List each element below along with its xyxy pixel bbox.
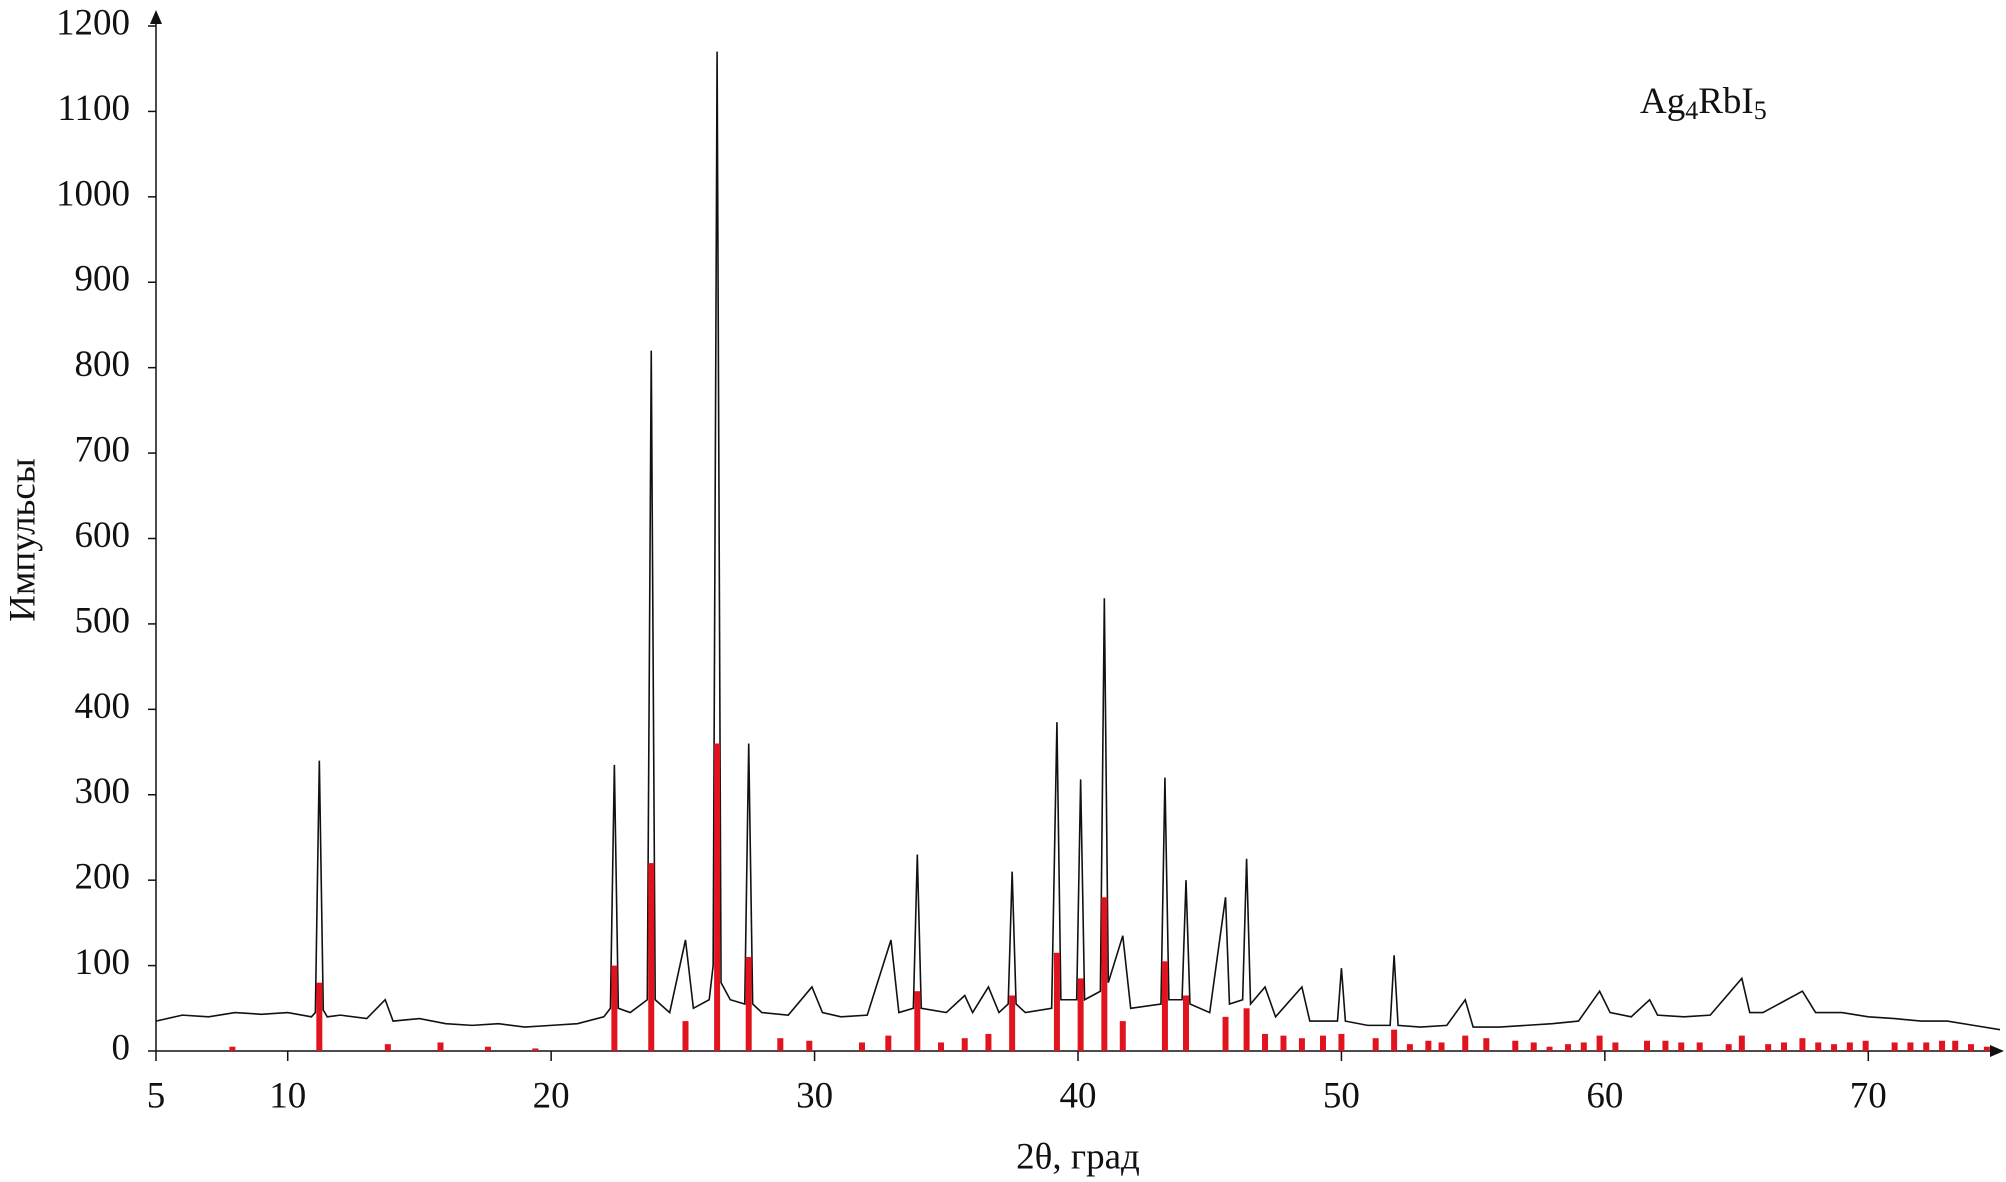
reference-stick [1580, 1042, 1587, 1051]
reference-stick [1891, 1042, 1898, 1051]
y-tick-label: 600 [75, 515, 131, 556]
reference-stick [1338, 1033, 1345, 1051]
reference-stick [1262, 1033, 1269, 1051]
y-tick-label: 700 [75, 430, 131, 471]
annotation-part: RbI [1698, 81, 1754, 122]
reference-stick [1372, 1038, 1379, 1051]
reference-stick [1738, 1035, 1745, 1051]
reference-stick [384, 1044, 391, 1051]
reference-stick [1425, 1040, 1432, 1051]
reference-stick [1765, 1044, 1772, 1051]
reference-stick [938, 1042, 945, 1051]
reference-stick [1862, 1040, 1869, 1051]
y-tick-label: 1000 [56, 173, 130, 214]
reference-stick [1596, 1035, 1603, 1051]
reference-stick [229, 1046, 236, 1051]
reference-stick [1815, 1042, 1822, 1051]
reference-stick [1222, 1016, 1229, 1051]
y-axis-label: Импульсы [2, 458, 43, 621]
x-tick-label: 5 [147, 1075, 166, 1116]
y-tick-label: 0 [112, 1027, 131, 1068]
reference-stick [1438, 1042, 1445, 1051]
reference-stick [1923, 1042, 1930, 1051]
reference-stick [1391, 1029, 1398, 1051]
reference-stick [1119, 1021, 1126, 1051]
reference-stick [682, 1021, 689, 1051]
x-tick-label: 50 [1323, 1075, 1360, 1116]
reference-stick [1799, 1038, 1806, 1051]
y-tick-label: 800 [75, 344, 131, 385]
x-axis-label: 2θ, град [1016, 1136, 1140, 1177]
reference-stick [648, 863, 655, 1051]
reference-stick [985, 1033, 992, 1051]
y-tick-label: 300 [75, 771, 131, 812]
reference-stick [1725, 1044, 1732, 1051]
reference-stick [316, 982, 323, 1051]
y-tick-label: 500 [75, 600, 131, 641]
annotation-part: Ag [1640, 81, 1685, 122]
reference-stick [1846, 1042, 1853, 1051]
reference-stick [745, 957, 752, 1051]
reference-stick [1298, 1038, 1305, 1051]
reference-stick [1952, 1040, 1959, 1051]
y-tick-label: 100 [75, 942, 131, 983]
y-tick-label: 1200 [56, 2, 130, 43]
x-tick-label: 70 [1850, 1075, 1887, 1116]
reference-stick [1053, 952, 1060, 1051]
reference-stick [1243, 1008, 1250, 1051]
reference-stick [1462, 1035, 1469, 1051]
reference-stick [1678, 1042, 1685, 1051]
annotation: Ag4RbI5 [1640, 81, 1767, 124]
reference-stick [806, 1040, 813, 1051]
reference-stick [484, 1046, 491, 1051]
reference-stick [1101, 897, 1108, 1051]
reference-stick [1644, 1040, 1651, 1051]
y-axis-arrow [150, 10, 162, 24]
reference-stick [858, 1042, 865, 1051]
x-tick-label: 20 [533, 1075, 570, 1116]
reference-stick [1077, 978, 1084, 1051]
reference-stick [1530, 1042, 1537, 1051]
x-tick-label: 30 [796, 1075, 833, 1116]
y-tick-label: 900 [75, 259, 131, 300]
reference-stick [437, 1042, 444, 1051]
reference-stick [1696, 1042, 1703, 1051]
reference-stick [1483, 1038, 1490, 1051]
reference-stick [1662, 1040, 1669, 1051]
reference-stick [1406, 1044, 1413, 1051]
y-tick-label: 200 [75, 857, 131, 898]
y-tick-label: 400 [75, 686, 131, 727]
annotation-sub: 4 [1685, 96, 1698, 125]
reference-stick [961, 1038, 968, 1051]
reference-stick [885, 1035, 892, 1051]
y-tick-label: 1100 [57, 88, 130, 129]
reference-stick [1968, 1044, 1975, 1051]
reference-stick [532, 1048, 539, 1051]
x-tick-label: 40 [1060, 1075, 1097, 1116]
reference-stick [1183, 995, 1190, 1051]
reference-stick [611, 965, 618, 1051]
x-tick-label: 60 [1586, 1075, 1623, 1116]
x-axis-arrow [1990, 1045, 2004, 1057]
reference-stick [1280, 1035, 1287, 1051]
reference-stick [1319, 1035, 1326, 1051]
reference-stick [1009, 995, 1016, 1051]
reference-stick [1907, 1042, 1914, 1051]
reference-stick [777, 1038, 784, 1051]
reference-stick [1564, 1044, 1571, 1051]
reference-stick [1612, 1042, 1619, 1051]
pattern-line [155, 51, 2001, 1031]
reference-stick [1983, 1046, 1990, 1051]
x-tick-label: 10 [269, 1075, 306, 1116]
reference-stick [1546, 1046, 1553, 1051]
reference-stick [1831, 1044, 1838, 1051]
reference-stick [914, 991, 921, 1051]
annotation-sub: 5 [1754, 96, 1767, 125]
reference-stick [1512, 1040, 1519, 1051]
reference-stick [714, 743, 721, 1051]
reference-stick [1939, 1040, 1946, 1051]
reference-stick [1161, 961, 1168, 1051]
reference-stick [1780, 1042, 1787, 1051]
